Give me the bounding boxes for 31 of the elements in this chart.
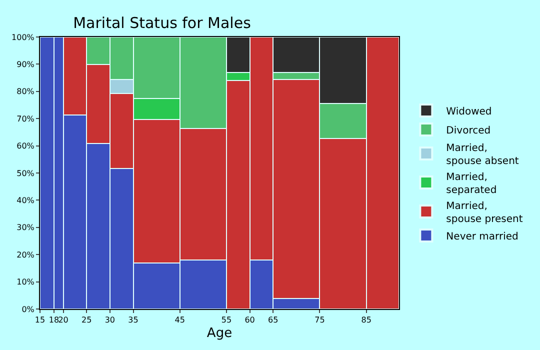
legend-label: Widowed [446, 106, 492, 118]
x-tick-label: 20 [58, 316, 68, 325]
x-tick-label: 35 [128, 316, 138, 325]
x-tick-label: 18 [48, 316, 60, 325]
y-tick-label: 60% [16, 142, 35, 151]
chart-title: Marital Status for Males [73, 14, 252, 32]
legend-label: Married, spouse absent [446, 142, 519, 167]
x-tick-label: 85 [361, 316, 372, 325]
x-tick-label: 30 [104, 316, 116, 325]
y-tick-label: 50% [16, 168, 35, 178]
y-tick-label: 100% [12, 32, 35, 42]
y-tick-label: 30% [16, 223, 35, 232]
x-tick-label: 25 [82, 316, 92, 325]
y-tick-label: 10% [16, 278, 35, 287]
legend-label: Divorced [446, 125, 491, 136]
x-tick-label: 15 [34, 316, 46, 325]
legend-label: Married, spouse present [446, 200, 523, 225]
x-axis-title: Age [206, 326, 232, 342]
y-tick-label: 0% [22, 304, 35, 314]
x-tick-label: 65 [268, 316, 278, 325]
y-tick-label: 80% [16, 87, 35, 96]
y-tick-label: 90% [16, 60, 35, 69]
y-tick-label: 40% [16, 196, 35, 205]
y-tick-label: 70% [16, 114, 35, 124]
x-tick-label: 60 [244, 316, 255, 325]
x-tick-label: 45 [174, 316, 185, 325]
x-tick-label: 75 [314, 316, 325, 325]
legend-label: Married, separated [446, 172, 497, 196]
y-tick-label: 20% [16, 250, 35, 260]
legend-label: Never married [446, 231, 518, 242]
x-tick-label: 55 [221, 316, 232, 325]
